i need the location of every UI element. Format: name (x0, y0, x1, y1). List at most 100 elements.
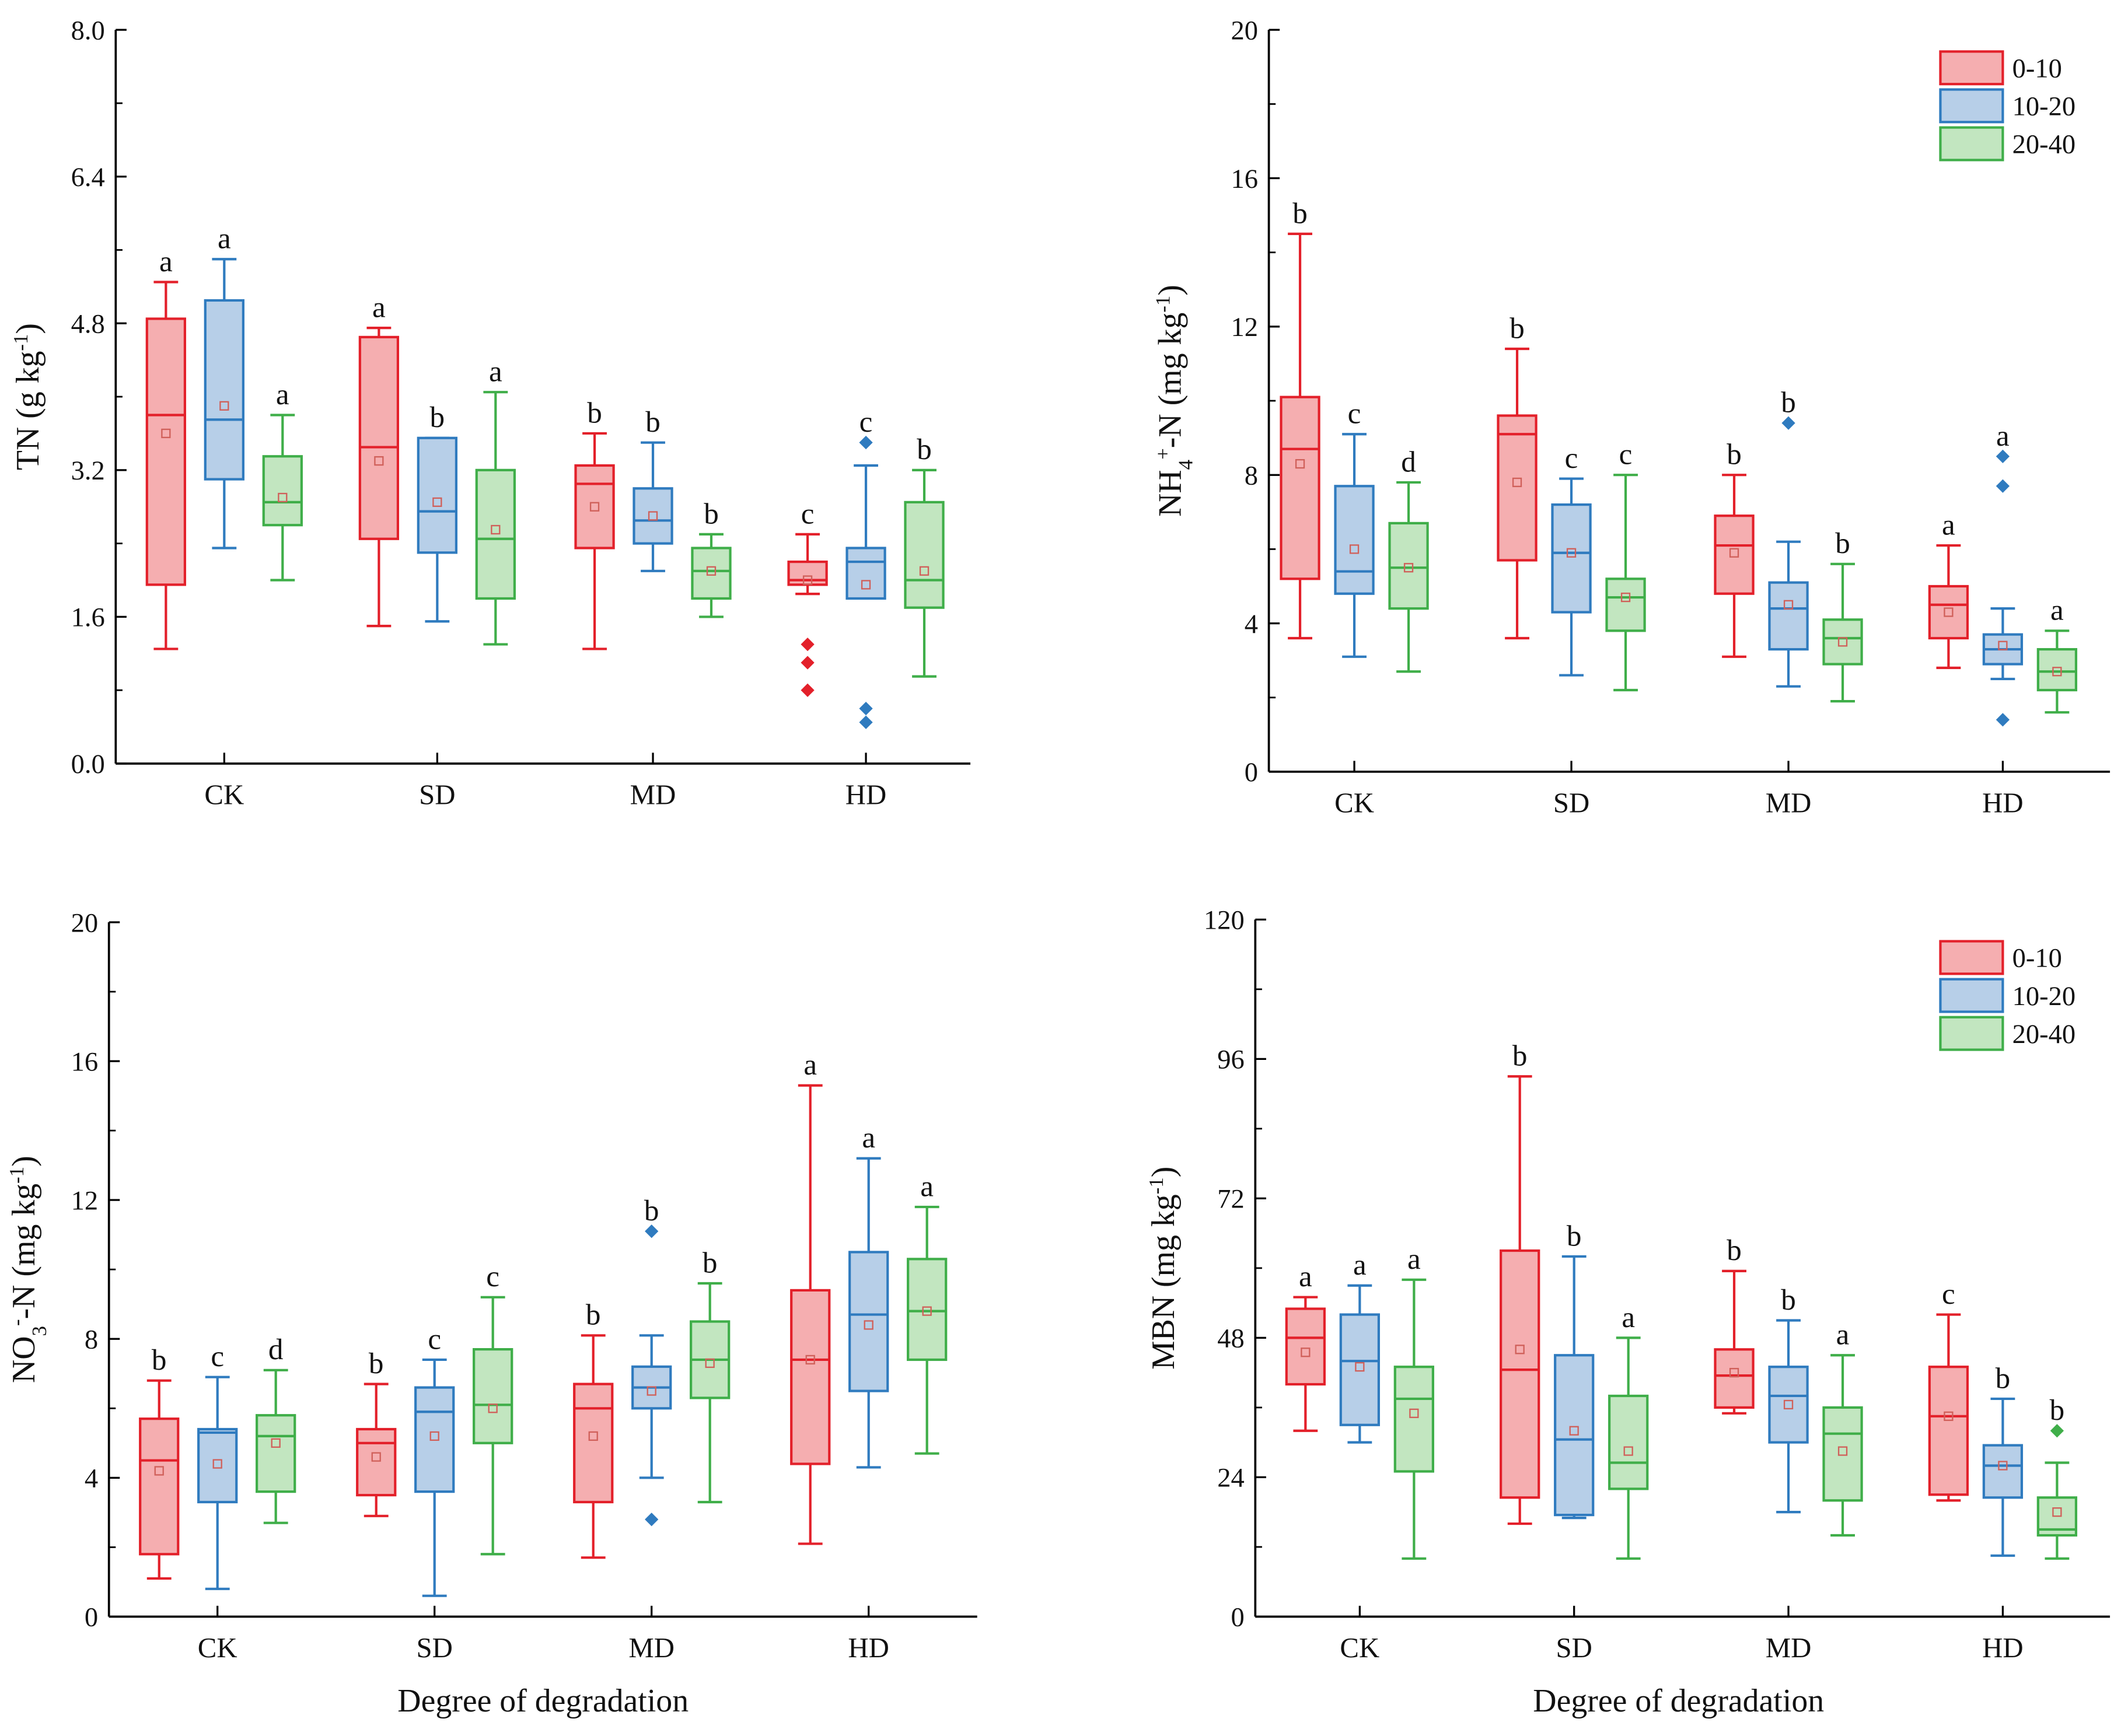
x-tick-label: MD (630, 779, 676, 811)
box-0-10-SD: b (1500, 1040, 1540, 1525)
box (790, 1289, 831, 1465)
x-tick-label: CK (198, 1632, 237, 1664)
significance-letter: a (803, 1048, 817, 1082)
significance-letter: b (152, 1343, 167, 1377)
box (1500, 1249, 1540, 1499)
legend-label: 0-10 (2012, 944, 2062, 974)
outlier-point (2050, 1424, 2064, 1438)
significance-letter: a (1622, 1301, 1635, 1334)
significance-letter: c (859, 405, 873, 439)
box-20-40-MD: a (1822, 1318, 1863, 1537)
mean-marker (802, 575, 813, 585)
x-tick-label: HD (1982, 1632, 2024, 1664)
box-10-20-SD: b (417, 401, 457, 623)
mean-marker (432, 497, 442, 508)
mean-marker (1295, 459, 1305, 469)
box (2036, 648, 2078, 692)
mean-marker (1403, 563, 1414, 573)
significance-letter: b (2050, 1394, 2065, 1427)
y-tick-label: 4 (1245, 610, 1258, 639)
box (417, 436, 457, 554)
box (573, 1382, 614, 1504)
outlier-point (1996, 449, 2010, 464)
mean-marker (219, 401, 229, 411)
y-tick-label: 48 (1217, 1324, 1245, 1354)
box-20-40-CK: d (256, 1333, 296, 1524)
box-0-10-SD: b (356, 1347, 397, 1517)
outlier-point (859, 436, 873, 450)
y-tick-label: 20 (71, 908, 99, 938)
box (574, 464, 615, 550)
outlier-point (645, 1224, 659, 1238)
legend-label: 0-10 (2012, 54, 2062, 84)
mean-marker (1301, 1348, 1311, 1357)
y-tick-label: 16 (1231, 164, 1258, 194)
box-0-10-CK: b (1280, 197, 1320, 640)
significance-letter: d (268, 1333, 284, 1366)
box-10-20-HD: c (845, 405, 886, 729)
box (1714, 514, 1755, 595)
significance-letter: c (486, 1260, 499, 1293)
y-tick-label: 72 (1217, 1185, 1245, 1214)
significance-letter: b (587, 396, 602, 429)
outlier-point (859, 715, 873, 729)
box (1497, 414, 1538, 562)
box (1605, 578, 1646, 632)
legend-swatch-0-10 (1939, 940, 2004, 975)
y-axis-label-part: MBN (mg kg (1145, 1194, 1182, 1370)
mean-marker (589, 502, 600, 512)
mean-marker (1944, 1411, 1954, 1421)
significance-letter: c (211, 1340, 224, 1373)
mean-marker (1944, 607, 1954, 617)
box-10-20-MD: b (1768, 386, 1809, 688)
significance-letter: b (1727, 1234, 1742, 1267)
box-0-10-MD: b (1714, 438, 1755, 658)
box-10-20-MD: b (1768, 1283, 1809, 1514)
significance-letter: a (218, 222, 231, 256)
box (1280, 396, 1320, 580)
box-20-40-SD: c (473, 1260, 513, 1556)
box-0-10-HD: c (1928, 1278, 1969, 1502)
y-axis-label: MBN (mg kg-1) (1144, 1167, 1182, 1370)
outlier-point (859, 702, 873, 716)
mean-marker (488, 1404, 498, 1413)
box-10-20-SD: c (1551, 442, 1592, 677)
mean-marker (371, 1452, 381, 1462)
mean-marker (647, 1386, 656, 1396)
significance-letter: a (862, 1121, 875, 1154)
legend-label: 10-20 (2012, 982, 2075, 1012)
box (1982, 1444, 2024, 1499)
legend-label: 20-40 (2012, 1020, 2075, 1049)
box-0-10-CK: a (1285, 1260, 1326, 1432)
significance-letter: c (1942, 1278, 1955, 1311)
box-10-20-CK: a (204, 222, 244, 550)
box-0-10-MD: b (1714, 1234, 1755, 1415)
y-tick-label: 0 (1245, 758, 1258, 788)
box-10-20-MD: b (631, 1194, 672, 1527)
box-20-40-SD: a (475, 355, 516, 646)
box (1822, 618, 1863, 666)
mean-marker (648, 511, 658, 521)
x-tick-label: SD (419, 779, 455, 811)
y-tick-label: 24 (1217, 1464, 1245, 1493)
mean-marker (922, 1306, 932, 1316)
box (1768, 1366, 1809, 1444)
mean-marker (161, 428, 171, 439)
outlier-point (645, 1513, 659, 1527)
box (139, 1418, 180, 1556)
box-0-10-SD: b (1497, 312, 1538, 640)
y-axis-label-part: TN (g kg (10, 351, 46, 471)
box (145, 317, 186, 586)
y-tick-label: 12 (1231, 313, 1258, 342)
significance-letter: a (920, 1170, 934, 1203)
significance-letter: a (2050, 594, 2064, 627)
y-axis-label-part: ) (1152, 285, 1188, 296)
box-10-20-SD: b (1554, 1219, 1595, 1520)
box-10-20-HD: a (848, 1121, 889, 1469)
box (1388, 522, 1429, 610)
box-20-40-MD: b (691, 497, 732, 618)
box (633, 487, 673, 545)
y-tick-label: 1.6 (71, 603, 105, 633)
y-tick-label: 0 (85, 1603, 98, 1633)
legend: 0-10 10-20 20-40 (1939, 940, 2075, 1051)
